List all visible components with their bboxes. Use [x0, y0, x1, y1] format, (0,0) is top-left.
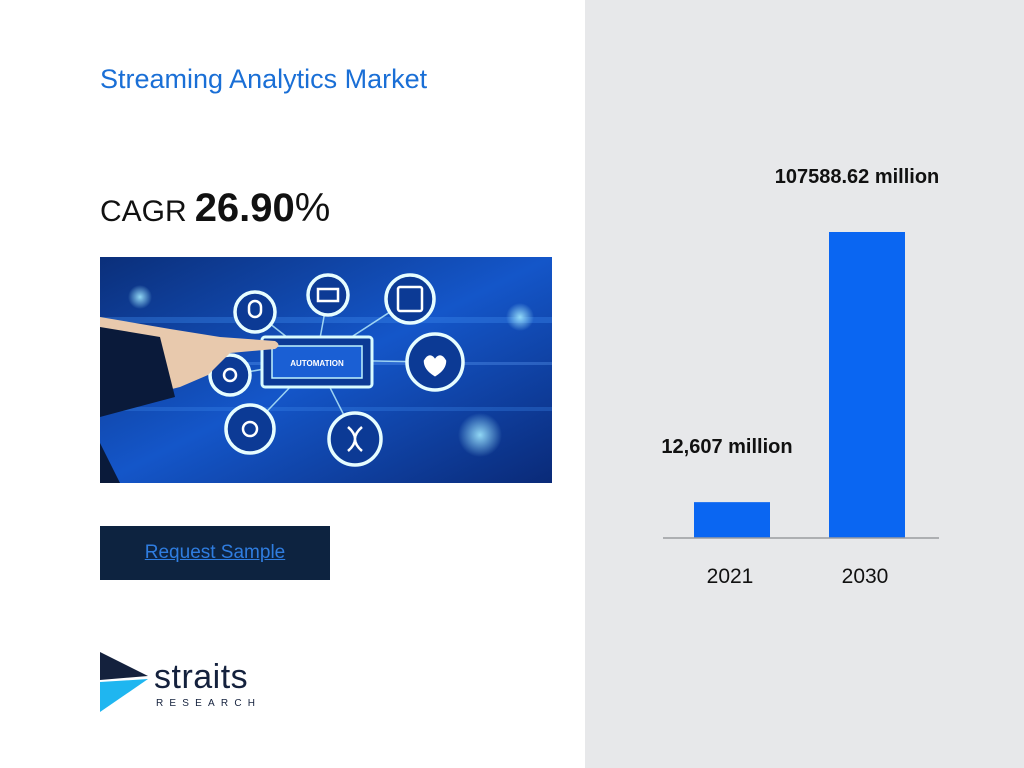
cagr-value: 26.90 — [194, 186, 295, 230]
straits-logo: straits RESEARCH — [100, 652, 260, 716]
data-label-2021: 12,607 million — [661, 436, 792, 458]
automation-illustration: AUTOMATION — [100, 257, 552, 483]
cagr-label: CAGR — [100, 195, 187, 228]
cagr-stat: CAGR 26.90% — [100, 186, 330, 231]
x-tick-2030: 2030 — [842, 565, 889, 588]
logo-mark-icon — [100, 652, 148, 712]
hero-image: AUTOMATION — [100, 257, 552, 483]
request-sample-link[interactable]: Request Sample — [144, 542, 286, 563]
logo-wordmark: straits — [154, 658, 249, 696]
right-panel — [585, 0, 1024, 768]
bar-2030 — [829, 232, 905, 538]
data-label-2030: 107588.62 million — [775, 166, 940, 188]
bar-2021 — [694, 502, 770, 538]
request-sample-button[interactable]: Request Sample — [100, 526, 330, 580]
market-size-chart: 12,607 million 2021 107588.62 million 2030 — [661, 166, 940, 588]
cagr-unit: % — [294, 186, 331, 230]
x-tick-2021: 2021 — [707, 565, 754, 588]
logo-subtitle: RESEARCH — [156, 698, 262, 709]
page-title: Streaming Analytics Market — [100, 64, 428, 94]
hero-banner-text: AUTOMATION — [290, 359, 344, 368]
